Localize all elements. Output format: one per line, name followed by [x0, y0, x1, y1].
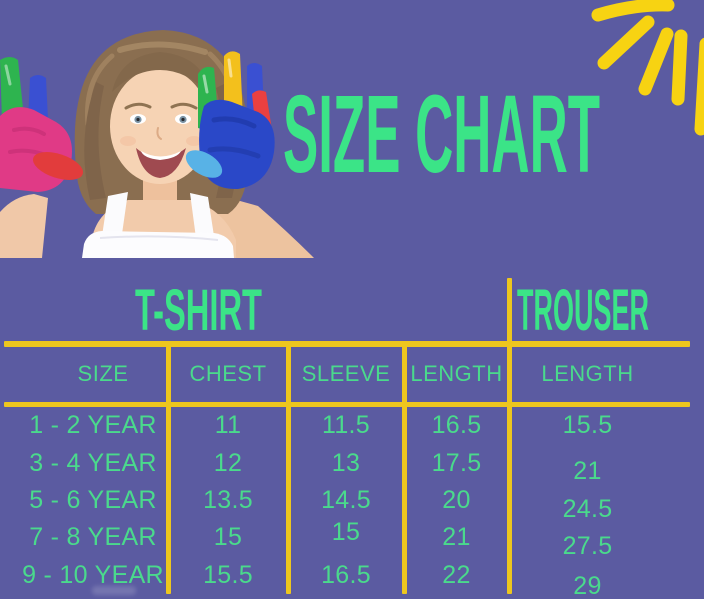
size-cell: 3 - 4 YEAR	[29, 448, 157, 477]
girl-tank-top	[82, 192, 234, 258]
column-header-length: LENGTH	[410, 361, 503, 386]
column-header-chest: CHEST	[189, 361, 267, 386]
chest-cell: 15	[213, 523, 243, 552]
table-rows: 1 - 2 YEAR 11 11.5 16.5 15.5 3 - 4 YEAR …	[0, 407, 690, 599]
length-cell: 21	[442, 523, 471, 552]
trouser-section-divider	[507, 278, 512, 594]
girl-left-painted-hand	[0, 57, 84, 192]
column-header-sleeve: SLEEVE	[301, 361, 391, 386]
length-cell: 20	[442, 485, 471, 514]
trouser-length-cell: 29	[573, 571, 602, 599]
girl-left-forearm	[0, 194, 48, 258]
chest-cell: 15.5	[203, 560, 253, 589]
length-cell: 22	[442, 560, 471, 589]
table-row: 3 - 4 YEAR 12 13 17.5 21	[0, 444, 690, 485]
sleeve-cell: 13	[331, 448, 361, 477]
section-title-trouser: TROUSER	[517, 283, 649, 339]
length-cell: 17.5	[431, 448, 482, 477]
table-row: 5 - 6 YEAR 13.5 14.5 20 24.5	[0, 482, 690, 523]
sleeve-cell: 16.5	[321, 560, 371, 589]
trouser-length-cell: 15.5	[562, 411, 613, 440]
sleeve-cell: 14.5	[321, 485, 371, 514]
sleeve-cell: 11.5	[321, 411, 370, 440]
table-row: 9 - 10 YEAR 15.5 16.5 22 29	[0, 557, 690, 599]
page-title: SIZE CHART	[283, 84, 600, 184]
trouser-length-cell: 21	[573, 456, 602, 485]
size-cell: 5 - 6 YEAR	[29, 485, 157, 514]
girl-with-painted-hands-photo	[0, 30, 314, 258]
table-row: 7 - 8 YEAR 15 15 21 27.5	[0, 518, 690, 560]
column-divider-2	[286, 346, 291, 594]
section-title-tshirt: T-SHIRT	[135, 283, 262, 339]
table-row: 1 - 2 YEAR 11 11.5 16.5 15.5	[0, 407, 690, 444]
chest-cell: 11	[214, 411, 242, 440]
column-divider-1	[166, 346, 171, 594]
girl-smile	[136, 148, 186, 178]
section-title-trouser-svg: TROUSER	[517, 283, 649, 339]
length-cell: 16.5	[431, 411, 482, 440]
column-divider-3	[402, 346, 407, 594]
table-header-row: SIZE CHEST SLEEVE LENGTH LENGTH	[0, 346, 690, 402]
sleeve-cell: 15	[331, 518, 361, 547]
table-top-rule	[4, 341, 690, 347]
column-header-trouser-length: LENGTH	[541, 361, 634, 386]
size-cell: 1 - 2 YEAR	[29, 411, 157, 440]
chest-cell: 12	[213, 448, 243, 477]
table-header-rule	[4, 402, 690, 407]
girl-eyes	[130, 114, 191, 124]
size-cell: 7 - 8 YEAR	[29, 523, 157, 552]
title-svg: SIZE CHART	[283, 84, 600, 184]
chest-cell: 13.5	[203, 485, 253, 514]
girl-right-painted-hand	[185, 51, 275, 190]
size-cell: 9 - 10 YEAR	[22, 560, 164, 589]
trouser-length-cell: 27.5	[562, 532, 613, 561]
trouser-length-cell: 24.5	[562, 494, 613, 523]
watermark	[92, 586, 136, 595]
section-tshirt-svg: T-SHIRT	[135, 283, 262, 339]
column-header-size: SIZE	[77, 361, 129, 386]
